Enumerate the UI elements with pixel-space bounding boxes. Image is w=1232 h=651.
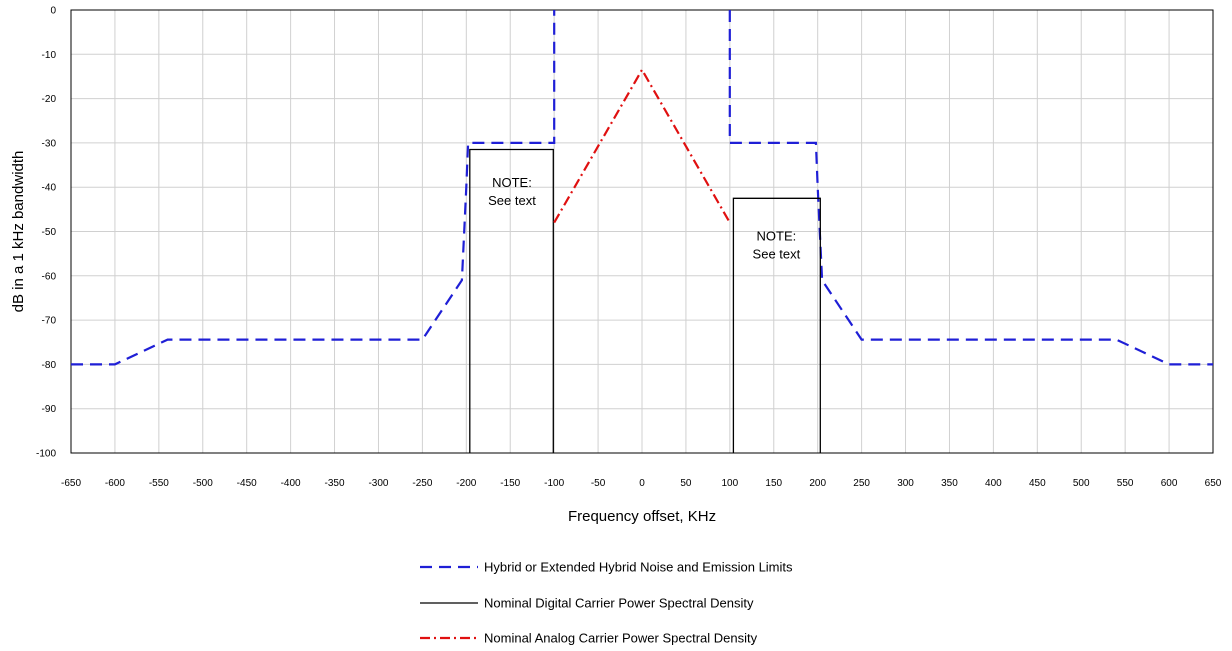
x-tick-label: -350 (325, 478, 345, 489)
y-tick-label: -70 (42, 316, 57, 327)
x-axis-ticks: -650 -600 -550 -500 -450 -400 -350 -300 -250 -200… (61, 478, 1222, 489)
y-axis-ticks: 0 -10 -20 -30 -40 -50 -60 -70 -80 -90 -100 (36, 6, 56, 460)
legend-item-hybrid-limits: Hybrid or Extended Hybrid Noise and Emis… (420, 560, 793, 575)
x-tick-label: -300 (368, 478, 388, 489)
plot-area-frame (70, 9, 1214, 454)
x-tick-label: -200 (456, 478, 476, 489)
legend: Hybrid or Extended Hybrid Noise and Emis… (420, 560, 793, 646)
series-digital-psd (732, 197, 821, 453)
x-tick-label: 300 (897, 478, 914, 489)
y-tick-label: -100 (36, 449, 56, 460)
x-tick-label: 100 (722, 478, 739, 489)
series-hybrid-limits (71, 10, 556, 366)
y-tick-label: 0 (50, 6, 56, 17)
gridlines (70, 9, 1214, 454)
x-tick-label: -50 (591, 478, 606, 489)
series-layer (71, 10, 1213, 453)
x-tick-label: 400 (985, 478, 1002, 489)
x-tick-label: 600 (1161, 478, 1178, 489)
x-tick-label: -250 (412, 478, 432, 489)
note-annotation: NOTE: (492, 175, 532, 190)
y-tick-label: -20 (42, 94, 57, 105)
x-tick-label: 350 (941, 478, 958, 489)
x-tick-label: -150 (500, 478, 520, 489)
y-tick-label: -90 (42, 404, 57, 415)
x-tick-label: -600 (105, 478, 125, 489)
note-annotation: NOTE: (757, 228, 797, 243)
legend-label-hybrid-limits: Hybrid or Extended Hybrid Noise and Emis… (484, 560, 793, 575)
x-tick-label: -400 (281, 478, 301, 489)
x-tick-label: -100 (544, 478, 564, 489)
series-digital-psd (469, 148, 554, 453)
x-tick-label: 250 (853, 478, 870, 489)
x-tick-label: -550 (149, 478, 169, 489)
legend-label-digital-psd: Nominal Digital Carrier Power Spectral D… (484, 596, 754, 611)
x-tick-label: -450 (237, 478, 257, 489)
annotations: NOTE: See text NOTE: See text (488, 175, 801, 261)
note-annotation: See text (488, 193, 536, 208)
x-tick-label: 450 (1029, 478, 1046, 489)
x-tick-label: 500 (1073, 478, 1090, 489)
legend-item-analog-psd: Nominal Analog Carrier Power Spectral De… (420, 631, 758, 646)
y-tick-label: -60 (42, 271, 57, 282)
y-axis-label: dB in a 1 kHz bandwidth (10, 151, 27, 313)
legend-label-analog-psd: Nominal Analog Carrier Power Spectral De… (484, 631, 758, 646)
x-tick-label: 50 (680, 478, 692, 489)
x-tick-label: -500 (193, 478, 213, 489)
series-hybrid-limits (728, 10, 1213, 366)
x-tick-label: -650 (61, 478, 81, 489)
x-tick-label: 200 (809, 478, 826, 489)
y-tick-label: -50 (42, 227, 57, 238)
x-tick-label: 150 (765, 478, 782, 489)
x-tick-label: 650 (1205, 478, 1222, 489)
y-tick-label: -40 (42, 183, 57, 194)
note-annotation: See text (753, 246, 801, 261)
y-tick-label: -10 (42, 50, 57, 61)
legend-item-digital-psd: Nominal Digital Carrier Power Spectral D… (420, 596, 754, 611)
x-tick-label: 0 (639, 478, 645, 489)
y-tick-label: -30 (42, 138, 57, 149)
x-axis-label: Frequency offset, KHz (568, 508, 716, 525)
x-tick-label: 550 (1117, 478, 1134, 489)
y-tick-label: -80 (42, 360, 57, 371)
